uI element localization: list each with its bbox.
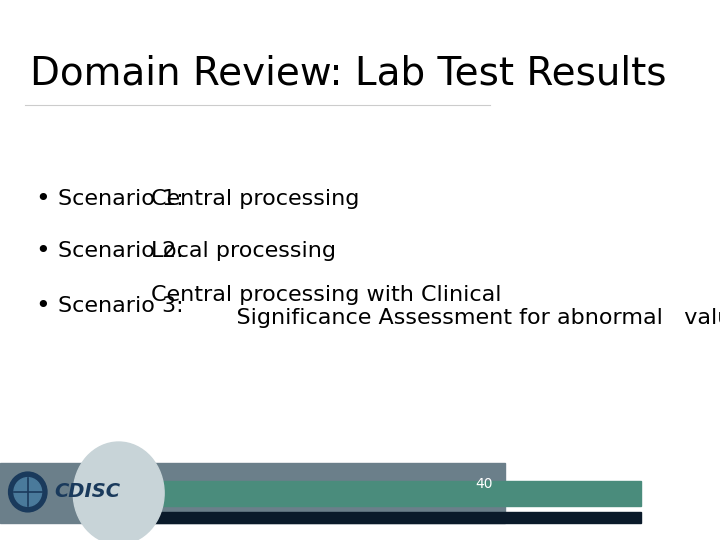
- Bar: [0, 463, 505, 523]
- Circle shape: [14, 478, 42, 507]
- Text: •: •: [35, 239, 50, 263]
- Text: Scenario 1:: Scenario 1:: [58, 189, 184, 209]
- Text: CDISC: CDISC: [55, 482, 120, 502]
- Bar: [136, 481, 642, 507]
- Text: Local processing: Local processing: [151, 241, 336, 261]
- Text: Scenario 3:: Scenario 3:: [58, 296, 184, 316]
- Text: Central processing: Central processing: [151, 189, 360, 209]
- Text: Scenario 2:: Scenario 2:: [58, 241, 184, 261]
- Bar: [136, 512, 642, 523]
- Ellipse shape: [73, 442, 164, 540]
- Text: •: •: [35, 294, 50, 318]
- Text: 40: 40: [475, 477, 492, 491]
- Circle shape: [9, 472, 47, 512]
- Text: •: •: [35, 187, 50, 211]
- Text: Domain Review: Lab Test Results: Domain Review: Lab Test Results: [30, 55, 667, 93]
- Text: Central processing with Clinical
            Significance Assessment for abnorma: Central processing with Clinical Signifi…: [151, 285, 720, 328]
